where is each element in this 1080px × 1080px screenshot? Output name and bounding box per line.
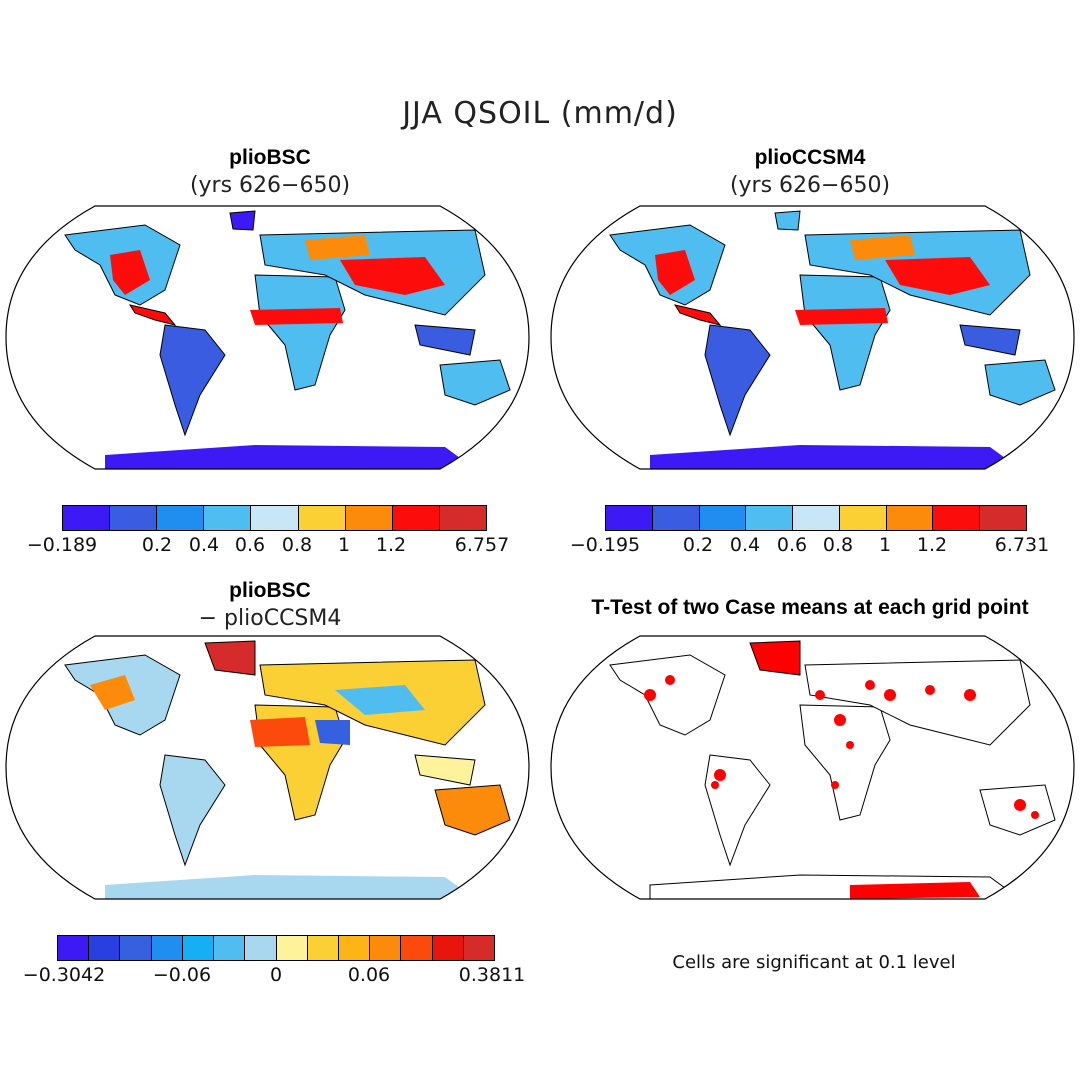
greenland xyxy=(229,210,256,231)
central-america xyxy=(128,304,177,326)
cb2-label-0.6: 0.6 xyxy=(776,534,808,556)
cb2-label-1.2: 1.2 xyxy=(916,534,948,556)
figure-title: JJA QSOIL (mm/d) xyxy=(402,96,678,131)
cb2-label-min: −0.195 xyxy=(569,534,641,556)
colorbar-swatch-10 xyxy=(370,936,402,960)
colorbar-pliobsc xyxy=(62,505,487,531)
colorbar-swatch-0 xyxy=(58,936,90,960)
colorbar-swatch-6 xyxy=(245,936,277,960)
africa xyxy=(254,274,346,391)
colorbar-swatch-7 xyxy=(276,936,308,960)
colorbar-swatch-5 xyxy=(839,506,887,530)
panel2-subtitle: (yrs 626−650) xyxy=(729,173,891,198)
cb1-label-0.4: 0.4 xyxy=(188,534,220,556)
cb2-label-0.4: 0.4 xyxy=(729,534,761,556)
panel4-title: T-Test of two Case means at each grid po… xyxy=(591,596,1029,619)
colorbar-swatch-9 xyxy=(338,936,371,960)
cb3-label-max: 0.3811 xyxy=(458,964,526,986)
colorbar-swatch-3 xyxy=(204,506,252,530)
colorbar-swatch-8 xyxy=(307,936,339,960)
map-ttest xyxy=(550,635,1075,900)
colorbar-swatch-1 xyxy=(652,506,700,530)
cb3-label-min: −0.3042 xyxy=(22,964,106,986)
panel3-title: plioBSC xyxy=(229,579,311,602)
colorbar-swatch-8 xyxy=(439,506,486,530)
colorbar-swatch-3 xyxy=(151,936,183,960)
colorbar-swatch-2 xyxy=(120,936,152,960)
colorbar-swatch-1 xyxy=(89,936,121,960)
panel1-subtitle: (yrs 626−650) xyxy=(189,173,351,198)
cb2-label-max: 6.731 xyxy=(994,534,1050,556)
cb2-label-0.8: 0.8 xyxy=(822,534,854,556)
cb1-label-max: 6.757 xyxy=(454,534,510,556)
colorbar-swatch-7 xyxy=(392,506,440,530)
antarctica xyxy=(105,445,475,469)
colorbar-difference xyxy=(57,935,495,961)
colorbar-pliocssm4 xyxy=(605,505,1027,531)
cb1-label-1.2: 1.2 xyxy=(375,534,407,556)
cb3-label-neg0.06: −0.06 xyxy=(152,964,212,986)
colorbar-swatch-2 xyxy=(157,506,205,530)
map-pliocssm4 xyxy=(550,205,1075,470)
colorbar-swatch-11 xyxy=(401,936,433,960)
cb1-label-min: −0.189 xyxy=(26,534,98,556)
colorbar-swatch-4 xyxy=(251,506,299,530)
cb3-label-0.06: 0.06 xyxy=(347,964,391,986)
colorbar-swatch-6 xyxy=(886,506,934,530)
map-pliobsc xyxy=(5,205,530,470)
eurasia-orange xyxy=(305,235,370,260)
colorbar-swatch-5 xyxy=(214,936,246,960)
cb2-label-0.2: 0.2 xyxy=(682,534,714,556)
colorbar-swatch-7 xyxy=(933,506,981,530)
south-america xyxy=(159,324,226,437)
panel1-title: plioBSC xyxy=(229,146,311,169)
cb1-label-0.8: 0.8 xyxy=(281,534,313,556)
cb1-label-0.2: 0.2 xyxy=(141,534,173,556)
panel2-title: plioCCSM4 xyxy=(754,146,866,169)
significance-note: Cells are significant at 0.1 level xyxy=(672,952,956,973)
colorbar-swatch-4 xyxy=(182,936,215,960)
north-america-red xyxy=(110,250,150,295)
map-difference xyxy=(5,635,530,900)
sahel-band xyxy=(250,308,343,325)
cb2-label-1: 1 xyxy=(878,534,892,556)
australia xyxy=(439,359,511,406)
eurasia-red xyxy=(340,257,445,295)
maritime-se-asia xyxy=(414,324,476,356)
colorbar-swatch-12 xyxy=(432,936,464,960)
colorbar-swatch-6 xyxy=(345,506,393,530)
colorbar-swatch-3 xyxy=(746,506,794,530)
colorbar-swatch-13 xyxy=(463,936,495,960)
colorbar-swatch-0 xyxy=(606,506,653,530)
cb3-label-0: 0 xyxy=(269,964,283,986)
colorbar-swatch-5 xyxy=(298,506,346,530)
cb1-label-0.6: 0.6 xyxy=(234,534,266,556)
colorbar-swatch-0 xyxy=(63,506,111,530)
cb1-label-1: 1 xyxy=(337,534,351,556)
colorbar-swatch-2 xyxy=(699,506,747,530)
panel3-subtitle: − plioCCSM4 xyxy=(198,606,342,631)
colorbar-swatch-1 xyxy=(110,506,158,530)
colorbar-swatch-4 xyxy=(793,506,840,530)
colorbar-swatch-8 xyxy=(980,506,1027,530)
